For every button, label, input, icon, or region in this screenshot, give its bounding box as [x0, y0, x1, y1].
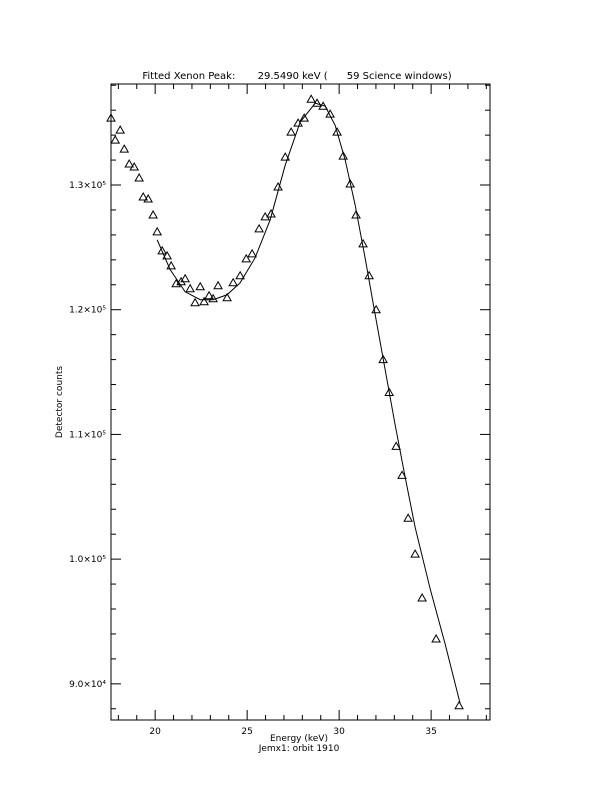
y-tick-label: 9.0×10⁴: [69, 680, 106, 690]
data-point: [110, 135, 121, 144]
data-point: [241, 253, 252, 263]
chart-title: Fitted Xenon Peak: 29.5490 keV ( 59 Scie…: [142, 71, 451, 82]
data-point: [190, 297, 200, 307]
data-point: [286, 127, 296, 136]
subtitle: Jemx1: orbit 1910: [258, 744, 340, 754]
data-point: [403, 513, 413, 522]
data-point: [273, 181, 283, 191]
data-point: [222, 292, 232, 302]
data-point: [351, 209, 361, 219]
plot-frame: [110, 83, 491, 721]
x-tick-label: 30: [333, 727, 345, 737]
data-point: [345, 179, 356, 188]
data-point: [454, 700, 464, 710]
data-point: [397, 470, 407, 479]
data-point: [299, 113, 310, 122]
data-point: [431, 633, 441, 643]
data-point: [325, 109, 335, 118]
data-point: [235, 270, 246, 280]
y-axis-label: Detector counts: [55, 366, 65, 438]
x-tick-label: 25: [241, 727, 252, 737]
x-axis-label: Energy (keV): [270, 734, 328, 744]
data-point: [208, 293, 218, 303]
fit-line: [156, 102, 461, 704]
data-point: [254, 223, 264, 233]
data-point: [152, 226, 163, 236]
data-point: [162, 250, 172, 260]
data-point: [391, 441, 402, 450]
data-point: [260, 211, 271, 221]
data-point: [129, 162, 140, 171]
data-point: [410, 549, 420, 558]
data-point: [338, 151, 349, 160]
data-point: [280, 152, 291, 161]
data-point: [247, 248, 257, 258]
y-tick-label: 1.0×10⁵: [69, 555, 106, 565]
x-tick-label: 20: [149, 727, 161, 737]
data-point: [195, 281, 206, 291]
data-point: [384, 387, 395, 397]
data-point: [148, 209, 158, 219]
data-point: [213, 280, 223, 290]
data-point: [204, 290, 214, 300]
data-point: [166, 260, 177, 270]
data-point: [306, 94, 317, 103]
data-point: [115, 125, 126, 134]
data-point: [119, 144, 130, 153]
data-point: [134, 173, 145, 182]
data-point: [157, 245, 168, 255]
data-point: [332, 127, 342, 136]
data-point: [143, 193, 154, 203]
data-point: [138, 191, 149, 201]
data-point: [378, 354, 388, 364]
x-tick-label: 35: [425, 727, 436, 737]
data-point: [228, 277, 239, 287]
y-tick-label: 1.1×10⁵: [69, 430, 106, 440]
data-point: [199, 296, 209, 306]
y-tick-label: 1.2×10⁵: [69, 306, 106, 316]
data-point: [417, 593, 427, 602]
data-point: [124, 159, 135, 168]
data-point: [106, 113, 116, 122]
data-point: [185, 283, 195, 293]
y-tick-label: 1.3×10⁵: [69, 181, 106, 191]
data-point: [180, 273, 191, 283]
data-point: [176, 276, 186, 286]
